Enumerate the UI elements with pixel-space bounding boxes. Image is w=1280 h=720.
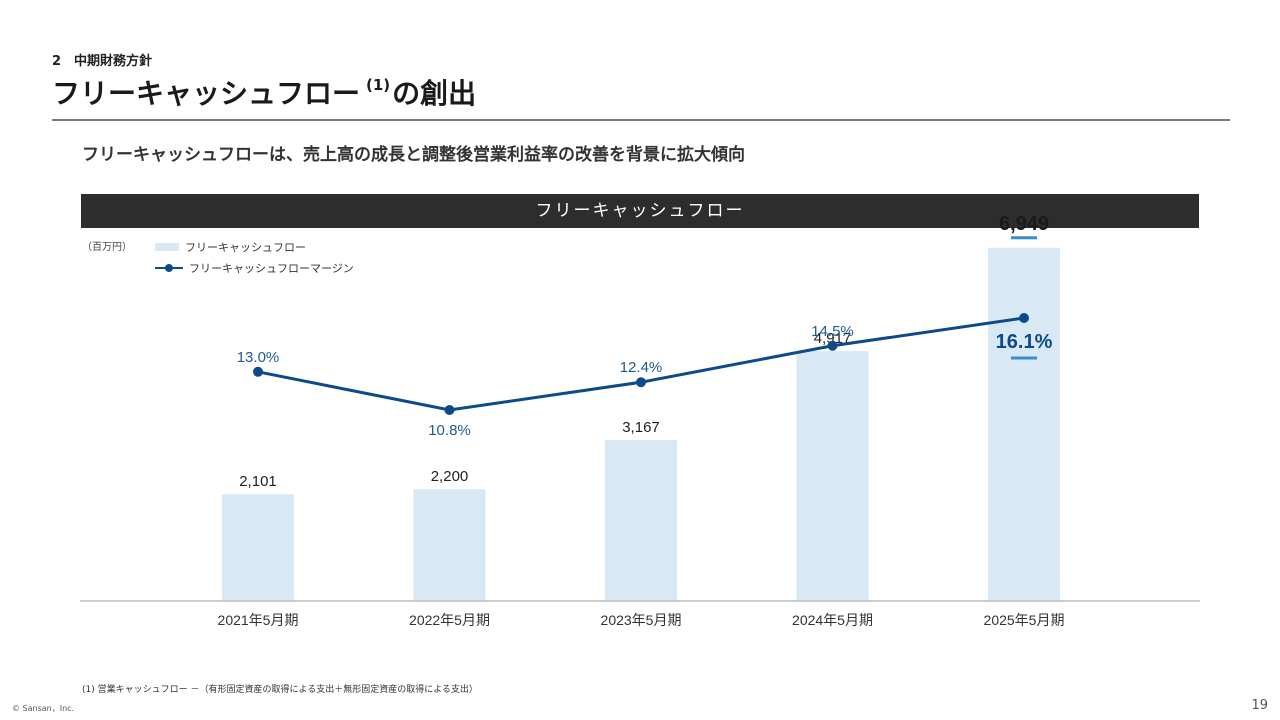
legend-item-line: フリーキャッシュフローマージン (155, 260, 354, 276)
fcf-bar (222, 494, 294, 601)
page-subtitle: フリーキャッシュフローは、売上高の成長と調整後営業利益率の改善を背景に拡大傾向 (82, 145, 745, 165)
margin-value-label: 10.8% (428, 422, 471, 439)
legend-bar-label: フリーキャッシュフロー (185, 241, 306, 254)
bar-value-label: 4,917 (814, 330, 852, 347)
bar-value-label: 2,101 (239, 473, 277, 490)
margin-point (827, 340, 838, 351)
x-tick-label: 2024年5月期 (792, 612, 873, 628)
bar-value-label: 2,200 (431, 468, 469, 485)
legend-bar-swatch (155, 243, 179, 251)
section-label: 2 中期財務方針 (52, 54, 153, 69)
legend-line-label: フリーキャッシュフローマージン (189, 262, 354, 275)
page-title: フリーキャッシュフロー (1)の創出 (52, 72, 476, 112)
margin-value-label: 13.0% (237, 349, 280, 366)
legend-line-swatch (155, 263, 183, 273)
bar-value-label: 6,949 (999, 213, 1049, 235)
legend-item-bar: フリーキャッシュフロー (155, 239, 306, 255)
x-tick-label: 2022年5月期 (409, 612, 490, 628)
copyright: © Sansan，Inc. (12, 704, 75, 713)
title-footnote-ref: (1) (366, 76, 391, 94)
fcf-bar (413, 489, 486, 601)
title-divider (52, 119, 1230, 121)
margin-point (1019, 313, 1029, 323)
margin-value-label: 14.5% (811, 323, 854, 340)
margin-value-label: 12.4% (620, 359, 663, 376)
x-tick-label: 2021年5月期 (218, 612, 299, 628)
title-main: フリーキャッシュフロー (52, 77, 361, 110)
margin-point (253, 366, 263, 377)
footnote: (1) 営業キャッシュフロー －（有形固定資産の取得による支出＋無形固定資産の取… (82, 685, 478, 695)
margin-point (444, 405, 455, 415)
fcf-bar (796, 351, 869, 601)
chart-header-bar: フリーキャッシュフロー (81, 194, 1199, 228)
margin-value-label: 16.1% (996, 331, 1053, 353)
fcf-bar (988, 247, 1060, 602)
title-suffix: の創出 (392, 77, 477, 110)
page-number: 19 (1251, 698, 1268, 713)
fcf-bar (605, 440, 677, 601)
bar-value-label: 3,167 (622, 419, 660, 436)
margin-point (636, 377, 646, 388)
x-tick-label: 2023年5月期 (601, 612, 682, 628)
x-tick-label: 2025年5月期 (984, 612, 1065, 628)
unit-label: （百万円） (82, 242, 132, 253)
